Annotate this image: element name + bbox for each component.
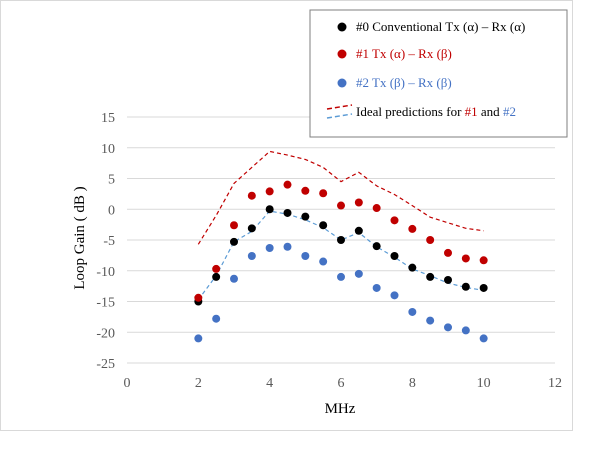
legend-text-part: #2 — [503, 104, 516, 119]
series-0-point — [230, 237, 238, 246]
series-0-point — [426, 272, 435, 281]
series-2-point — [265, 243, 274, 252]
series-1-point — [479, 256, 488, 265]
legend-marker-1 — [337, 49, 347, 59]
series-1-point — [265, 187, 274, 196]
series-2-point — [461, 326, 470, 335]
y-tick-label: -10 — [96, 265, 115, 280]
series-0-point — [372, 242, 381, 251]
y-tick-label: -5 — [103, 234, 115, 249]
series-1-point — [461, 254, 470, 263]
y-axis-title: Loop Gain ( dB ) — [72, 186, 88, 289]
series-2-point — [247, 251, 256, 260]
series-2-point — [444, 323, 452, 332]
series-0-point — [479, 283, 488, 292]
legend-text-part: and — [478, 104, 503, 119]
series-2-point — [390, 291, 399, 300]
y-tick-label: -20 — [96, 326, 115, 341]
y-tick-label: 15 — [101, 111, 115, 126]
series-0-point — [247, 224, 256, 233]
series-0-point — [301, 212, 310, 221]
series-2-point — [212, 314, 221, 323]
ideal-prediction-line-4 — [197, 210, 484, 301]
x-tick-label: 12 — [548, 376, 562, 391]
x-tick-label: 10 — [477, 376, 491, 391]
legend-marker-0 — [337, 22, 347, 32]
x-tick-label: 4 — [266, 376, 273, 391]
legend-dash-red — [326, 104, 353, 110]
series-1-point — [230, 221, 238, 230]
y-tick-label: -25 — [96, 357, 115, 372]
series-0-point — [337, 236, 345, 244]
series-1-point — [194, 293, 203, 302]
series-1-point — [247, 191, 256, 200]
y-tick-label: -15 — [96, 296, 115, 311]
series-2-point — [354, 269, 363, 278]
legend-dash-blue — [326, 113, 353, 119]
series-0-point — [212, 272, 221, 281]
x-tick-label: 8 — [409, 376, 416, 391]
series-0-point — [319, 221, 328, 230]
series-1-point — [319, 189, 328, 198]
series-2-point — [301, 251, 310, 260]
series-1-point — [444, 248, 452, 257]
axis-ticks: 15 10 5 0 -5 -10 -15 -20 -25 0 2 4 6 8 10 12 — [96, 111, 562, 391]
legend: #0 Conventional Tx (α) – Rx (α) #1 Tx (α)… — [309, 9, 568, 138]
legend-box — [309, 9, 568, 138]
series-2-point — [479, 334, 488, 343]
x-tick-label: 0 — [124, 376, 131, 391]
series-1-point — [301, 186, 310, 195]
series-layer — [194, 150, 488, 343]
y-tick-label: 0 — [108, 203, 115, 218]
legend-text-part: Ideal predictions for — [356, 104, 465, 119]
series-1-point — [283, 180, 292, 189]
series-1-point — [354, 198, 363, 207]
series-2-point — [372, 283, 381, 292]
ideal-prediction-line-3 — [197, 150, 484, 245]
series-2-point — [319, 257, 328, 266]
y-tick-label: 5 — [108, 173, 115, 188]
legend-text-part: #1 — [465, 104, 478, 119]
series-0-point — [461, 282, 470, 291]
series-0-point — [354, 226, 363, 235]
series-2-point — [408, 307, 417, 316]
series-0-point — [408, 263, 417, 272]
series-1-point — [408, 224, 417, 233]
series-2-point — [337, 272, 345, 281]
series-1-point — [372, 204, 381, 213]
series-1-point — [212, 264, 221, 273]
legend-label-0: #0 Conventional Tx (α) – Rx (α) — [356, 19, 525, 34]
legend-marker-2 — [337, 78, 347, 88]
series-0-point — [444, 275, 452, 284]
series-1-point — [426, 236, 435, 244]
legend-label-1: #1 Tx (α) – Rx (β) — [356, 46, 452, 61]
series-1-point — [337, 201, 345, 210]
series-2-point — [194, 334, 203, 343]
series-2-point — [283, 242, 292, 251]
x-tick-label: 6 — [338, 376, 345, 391]
x-tick-label: 2 — [195, 376, 202, 391]
series-2-point — [426, 316, 435, 325]
series-0-point — [265, 205, 274, 214]
series-0-point — [390, 251, 399, 260]
legend-label-2: #2 Tx (β) – Rx (β) — [356, 75, 452, 90]
y-tick-label: 10 — [101, 142, 115, 157]
series-2-point — [230, 274, 238, 283]
series-0-point — [283, 208, 292, 217]
series-1-point — [390, 216, 399, 225]
legend-label-3: Ideal predictions for #1 and #2 — [356, 104, 516, 119]
x-axis-title: MHz — [325, 401, 356, 417]
